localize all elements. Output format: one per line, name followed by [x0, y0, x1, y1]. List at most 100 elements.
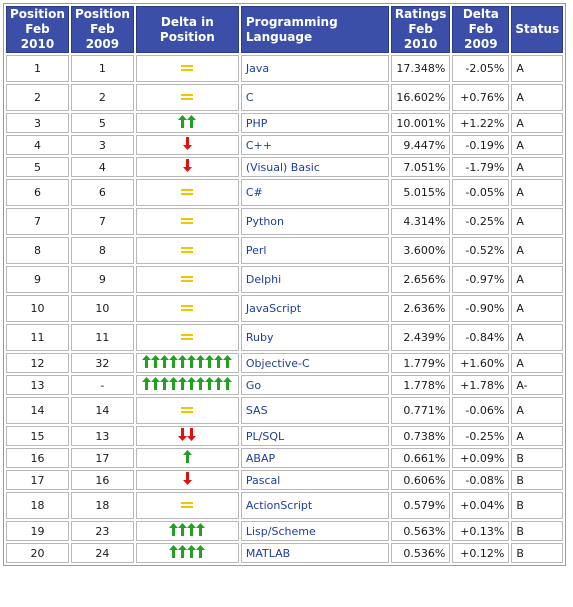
delta-rating-cell: +0.04%	[452, 492, 510, 519]
language-link[interactable]: Ruby	[245, 331, 274, 344]
language-link[interactable]: Go	[245, 378, 262, 392]
delta-indicator	[182, 472, 192, 485]
language-link[interactable]: Perl	[245, 244, 267, 257]
table-row: 17 16 Pascal 0.606% -0.08% B	[6, 470, 564, 490]
arrow-up-icon	[151, 355, 161, 368]
language-link[interactable]: JavaScript	[245, 302, 302, 315]
language-link[interactable]: (Visual) Basic	[245, 160, 320, 174]
language-link[interactable]: Java	[245, 62, 270, 75]
position-2010-cell: 19	[6, 521, 69, 541]
rating-cell: 2.439%	[390, 324, 451, 351]
language-cell: SAS	[240, 397, 389, 424]
delta-indicator	[169, 523, 206, 536]
arrow-up-icon	[142, 355, 152, 368]
position-2009-cell: 9	[70, 266, 134, 293]
equal-icon	[181, 217, 194, 225]
position-2010-cell: 17	[6, 470, 69, 490]
position-2009-cell: 10	[70, 295, 134, 322]
position-2009-cell: 6	[70, 179, 134, 206]
table-row: 1 1 Java 17.348% -2.05% A	[6, 55, 564, 82]
language-link[interactable]: C	[245, 91, 254, 104]
delta-position-cell	[135, 113, 239, 133]
table-row: 16 17 ABAP 0.661% +0.09% B	[6, 448, 564, 468]
language-cell: Ruby	[240, 324, 389, 351]
position-2009-cell: 7	[70, 208, 134, 235]
language-link[interactable]: Lisp/Scheme	[245, 524, 316, 538]
position-2010-cell: 13	[6, 375, 69, 395]
equal-icon	[181, 304, 194, 312]
language-link[interactable]: PHP	[245, 116, 268, 130]
position-2010-cell: 1	[6, 55, 69, 82]
delta-rating-cell: -1.79%	[452, 157, 510, 177]
delta-indicator	[182, 450, 192, 463]
language-link[interactable]: ABAP	[245, 451, 276, 465]
header-row: Position Feb 2010 Position Feb 2009 Delta …	[6, 6, 564, 53]
delta-indicator	[181, 501, 194, 509]
delta-position-cell	[135, 492, 239, 519]
delta-indicator	[181, 64, 194, 72]
delta-position-cell	[135, 295, 239, 322]
position-2009-cell: 3	[70, 135, 134, 155]
status-cell: B	[511, 448, 564, 468]
arrow-up-icon	[169, 355, 179, 368]
delta-indicator	[178, 115, 197, 128]
arrow-up-icon	[196, 355, 206, 368]
table-row: 12 32 Objective-C 1.779% +1.60% A	[6, 353, 564, 373]
delta-position-cell	[135, 470, 239, 490]
arrow-down-icon	[187, 428, 197, 441]
delta-indicator	[142, 355, 233, 368]
delta-rating-cell: +1.60%	[452, 353, 510, 373]
status-cell: B	[511, 521, 564, 541]
delta-position-cell	[135, 426, 239, 446]
delta-position-cell	[135, 448, 239, 468]
table-row: 4 3 C++ 9.447% -0.19% A	[6, 135, 564, 155]
language-link[interactable]: Delphi	[245, 273, 282, 286]
language-link[interactable]: Pascal	[245, 473, 281, 487]
language-link[interactable]: SAS	[245, 404, 268, 417]
rating-cell: 0.661%	[390, 448, 451, 468]
language-link[interactable]: C++	[245, 138, 272, 152]
status-cell: A	[511, 208, 564, 235]
language-cell: Objective-C	[240, 353, 389, 373]
language-link[interactable]: ActionScript	[245, 499, 313, 512]
delta-indicator	[181, 304, 194, 312]
status-cell: A	[511, 353, 564, 373]
table-row: 9 9 Delphi 2.656% -0.97% A	[6, 266, 564, 293]
arrow-up-icon	[187, 523, 197, 536]
arrow-up-icon	[178, 355, 188, 368]
language-link[interactable]: C#	[245, 186, 263, 199]
header-ratings: Ratings Feb 2010	[390, 6, 451, 53]
arrow-up-icon	[151, 377, 161, 390]
rating-cell: 0.738%	[390, 426, 451, 446]
table-row: 3 5 PHP 10.001% +1.22% A	[6, 113, 564, 133]
status-cell: B	[511, 543, 564, 563]
status-cell: A	[511, 55, 564, 82]
arrow-up-icon	[178, 523, 188, 536]
status-cell: B	[511, 492, 564, 519]
language-cell: ABAP	[240, 448, 389, 468]
position-2009-cell: 14	[70, 397, 134, 424]
rating-cell: 7.051%	[390, 157, 451, 177]
header-delta-rating: Delta Feb 2009	[452, 6, 510, 53]
language-ranking-table: Position Feb 2010 Position Feb 2009 Delta …	[3, 3, 567, 566]
equal-icon	[181, 501, 194, 509]
position-2010-cell: 7	[6, 208, 69, 235]
language-link[interactable]: Objective-C	[245, 356, 310, 370]
rating-cell: 2.656%	[390, 266, 451, 293]
delta-rating-cell: +0.12%	[452, 543, 510, 563]
language-cell: C++	[240, 135, 389, 155]
status-cell: A	[511, 135, 564, 155]
rating-cell: 9.447%	[390, 135, 451, 155]
language-link[interactable]: MATLAB	[245, 546, 291, 560]
position-2009-cell: 2	[70, 84, 134, 111]
position-2010-cell: 9	[6, 266, 69, 293]
delta-rating-cell: -0.05%	[452, 179, 510, 206]
arrow-up-icon	[187, 115, 197, 128]
language-link[interactable]: PL/SQL	[245, 429, 285, 443]
language-link[interactable]: Python	[245, 215, 285, 228]
delta-indicator	[181, 188, 194, 196]
position-2010-cell: 6	[6, 179, 69, 206]
arrow-up-icon	[142, 377, 152, 390]
delta-indicator	[181, 246, 194, 254]
rating-cell: 0.606%	[390, 470, 451, 490]
